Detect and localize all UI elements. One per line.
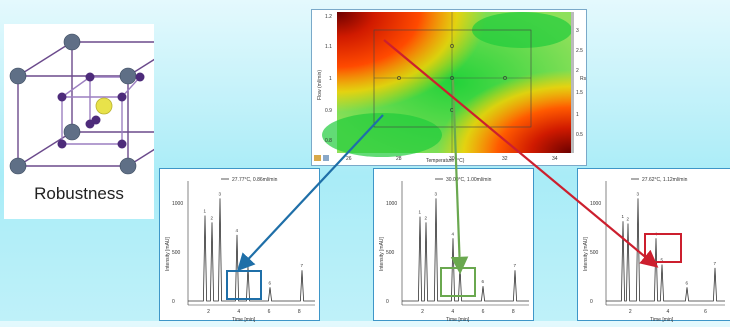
chromatogram-legend: 27.77°C, 0.86ml/min xyxy=(232,177,278,183)
chromatogram-xtick: 4 xyxy=(237,309,240,315)
chromatogram-right: 27.62°C, 1.12ml/min Intensity [mAU] 1000 50… xyxy=(577,168,730,323)
colorbar-tick: 1 xyxy=(576,112,579,118)
red-arrow xyxy=(383,39,659,268)
peak-label: 2 xyxy=(211,215,214,220)
chromatogram-xtick: 6 xyxy=(482,309,485,315)
chromatogram-xtick: 8 xyxy=(298,309,301,315)
contour-ytick: 0.9 xyxy=(325,108,332,114)
peak-label: 4 xyxy=(236,228,239,233)
chromatogram-legend: 27.62°C, 1.12ml/min xyxy=(642,177,688,183)
peak-label: 7 xyxy=(514,263,517,268)
peak-label: 2 xyxy=(425,215,428,220)
peak-label: 3 xyxy=(435,191,438,196)
colorbar-tick: 1.5 xyxy=(576,90,583,96)
chromatogram-xlabel: Time [min] xyxy=(446,317,470,322)
chromatogram-ytick: 1000 xyxy=(386,201,397,207)
chromatogram-ytick: 500 xyxy=(386,250,395,256)
colorbar-label: Rs xyxy=(580,76,586,82)
peak-label: 3 xyxy=(219,191,222,196)
chromatogram-xtick: 8 xyxy=(512,309,515,315)
peak-label: 7 xyxy=(301,263,304,268)
chromatogram-ylabel: Intensity [mAU] xyxy=(583,236,589,271)
colorbar-tick: 2 xyxy=(576,68,579,74)
contour-ytick: 1 xyxy=(329,76,332,82)
chromatogram-ytick: 1000 xyxy=(172,201,183,207)
contour-xtick: 32 xyxy=(502,156,508,162)
colorbar-tick: 0.5 xyxy=(576,132,583,138)
toolbar-icon[interactable] xyxy=(314,155,321,161)
chromatogram-legend: 30.00°C, 1.00ml/min xyxy=(446,177,492,183)
chromatogram-left: 27.77°C, 0.86ml/min Intensity [mAU] 1000 50… xyxy=(159,168,320,323)
chromatogram-trace xyxy=(188,198,315,302)
contour-xtick: 26 xyxy=(346,156,352,162)
chromatogram-ytick: 0 xyxy=(386,299,389,305)
chromatogram-xtick: 2 xyxy=(421,309,424,315)
chromatogram-xtick: 4 xyxy=(451,309,454,315)
contour-xtick: 30 xyxy=(449,156,455,162)
chromatogram-plot: 30.00°C, 1.00ml/min Intensity [mAU] 1000 50… xyxy=(379,177,529,323)
contour-xtick: 28 xyxy=(396,156,402,162)
contour-xtick: 34 xyxy=(552,156,558,162)
chromatogram-xlabel: Time [min] xyxy=(232,317,256,322)
peak-label: 6 xyxy=(269,280,272,285)
robustness-label: Robustness xyxy=(34,184,124,203)
green-arrow xyxy=(450,79,469,275)
chromatogram-ylabel: Intensity [mAU] xyxy=(379,236,385,271)
chromatogram-xtick: 6 xyxy=(704,309,707,315)
contour-xlabel: Temperature (°C) xyxy=(426,158,465,164)
chromatogram-ytick: 500 xyxy=(172,250,181,256)
peak-label: 6 xyxy=(482,279,485,284)
chromatogram-xtick: 6 xyxy=(268,309,271,315)
chromatogram-xtick: 4 xyxy=(667,309,670,315)
chromatogram-trace xyxy=(402,198,529,302)
peak-label: 5 xyxy=(661,258,664,263)
chromatogram-plot: 27.77°C, 0.86ml/min Intensity [mAU] 1000 50… xyxy=(165,177,315,323)
contour-ytick: 0.8 xyxy=(325,138,332,144)
chromatogram-xtick: 2 xyxy=(629,309,632,315)
chromatogram-xlabel: Time [min] xyxy=(650,317,674,322)
peak-label: 1 xyxy=(419,210,422,215)
blue-arrow xyxy=(236,114,384,272)
contour-ylabel: Flow (ml/min) xyxy=(317,70,323,100)
chromatogram-ytick: 0 xyxy=(590,299,593,305)
chromatogram-trace xyxy=(606,198,725,302)
center-atom xyxy=(95,97,113,115)
chromatogram-xtick: 2 xyxy=(207,309,210,315)
highlight-box xyxy=(644,233,682,263)
peak-label: 4 xyxy=(452,231,455,236)
chromatogram-ytick: 1000 xyxy=(590,201,601,207)
peak-label: 1 xyxy=(204,209,207,214)
peak-label: 2 xyxy=(627,216,630,221)
peak-label: 3 xyxy=(637,191,640,196)
colorbar-tick: 3 xyxy=(576,28,579,34)
chromatogram-ytick: 500 xyxy=(590,250,599,256)
chromatogram-ytick: 0 xyxy=(172,299,175,305)
chromatogram-ylabel: Intensity [mAU] xyxy=(165,236,171,271)
contour-ytick: 1.1 xyxy=(325,44,332,50)
colorbar-tick: 2.5 xyxy=(576,48,583,54)
contour-ytick: 1.2 xyxy=(325,14,332,20)
peak-label: 7 xyxy=(714,261,717,266)
peak-label: 6 xyxy=(686,280,689,285)
peak-label: 1 xyxy=(622,214,625,219)
robustness-cube-panel: Robustness xyxy=(4,24,183,219)
toolbar-icon[interactable] xyxy=(323,155,329,161)
chromatogram-center: 30.00°C, 1.00ml/min Intensity [mAU] 1000 50… xyxy=(373,168,534,323)
